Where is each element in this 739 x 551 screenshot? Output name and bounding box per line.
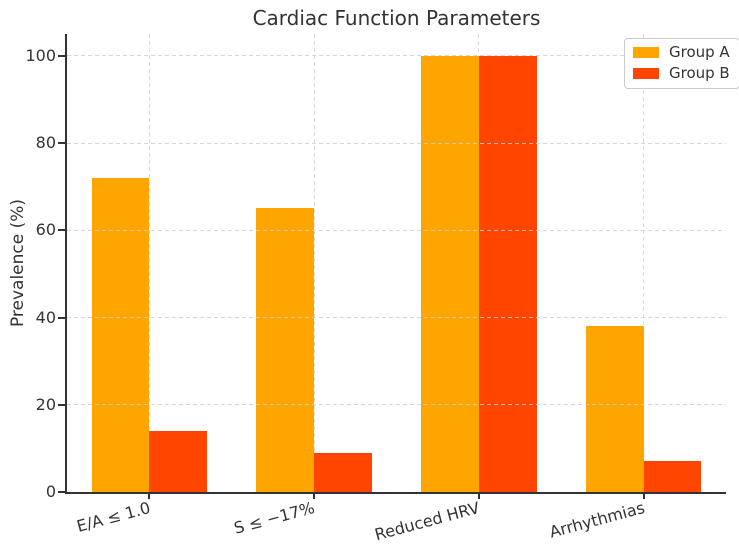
y-tick-label: 0: [45, 482, 56, 501]
legend-label: Group B: [669, 64, 730, 82]
x-tick-label: Reduced HRV: [372, 498, 482, 545]
bar-group-a-1: [91, 177, 150, 492]
plot-area: 0 20 40 60 80 100 E/A ≤ 1.0 S ≤ −17% Reduced HRV…: [25, 34, 726, 544]
y-axis-tick: [58, 403, 65, 406]
gridline-horizontal: [67, 404, 726, 406]
bar-group-b-2: [314, 452, 372, 492]
y-axis-tick: [58, 229, 65, 232]
legend-row: Group A: [633, 44, 730, 61]
x-tick-label: E/A ≤ 1.0: [74, 498, 153, 536]
gridline-horizontal: [67, 229, 726, 231]
y-tick-label: 20: [35, 394, 56, 414]
bar-group-a-3: [421, 55, 479, 492]
legend-label: Group A: [669, 43, 730, 61]
legend-row: Group B: [633, 65, 730, 82]
y-axis-tick: [58, 316, 65, 319]
bar-group-b-4: [643, 461, 702, 492]
y-tick-label: 100: [25, 45, 56, 65]
gridline-vertical: [643, 34, 645, 492]
gridline-horizontal: [67, 142, 726, 144]
y-tick-label: 60: [35, 220, 56, 240]
bar-group-a-4: [585, 326, 644, 492]
x-axis-spine: [65, 492, 726, 494]
gridline-vertical: [313, 34, 315, 492]
legend: Group A Group B: [624, 38, 739, 89]
legend-swatch-group-b: [633, 68, 659, 79]
y-tick-label: 80: [35, 133, 56, 153]
bar-group-a-2: [256, 208, 315, 492]
bar-group-b-1: [149, 430, 208, 492]
x-axis-tick: [642, 492, 645, 499]
gridline-horizontal: [67, 317, 726, 319]
x-axis-tick: [313, 492, 316, 499]
y-axis-tick: [58, 142, 65, 145]
x-axis-tick: [477, 492, 480, 499]
y-axis-tick: [58, 54, 65, 57]
legend-swatch-group-a: [633, 47, 659, 58]
y-axis-tick: [58, 491, 65, 493]
bar-group-b-3: [478, 55, 537, 492]
y-tick-label: 40: [35, 307, 56, 327]
chart-title: Cardiac Function Parameters: [252, 6, 541, 30]
gridline-horizontal: [67, 55, 726, 57]
x-tick-label: Arrhythmias: [547, 498, 647, 542]
y-axis-spine: [65, 34, 67, 494]
x-tick-label: S ≤ −17%: [232, 498, 318, 538]
gridline-vertical: [148, 34, 150, 492]
x-axis-tick: [148, 492, 151, 499]
